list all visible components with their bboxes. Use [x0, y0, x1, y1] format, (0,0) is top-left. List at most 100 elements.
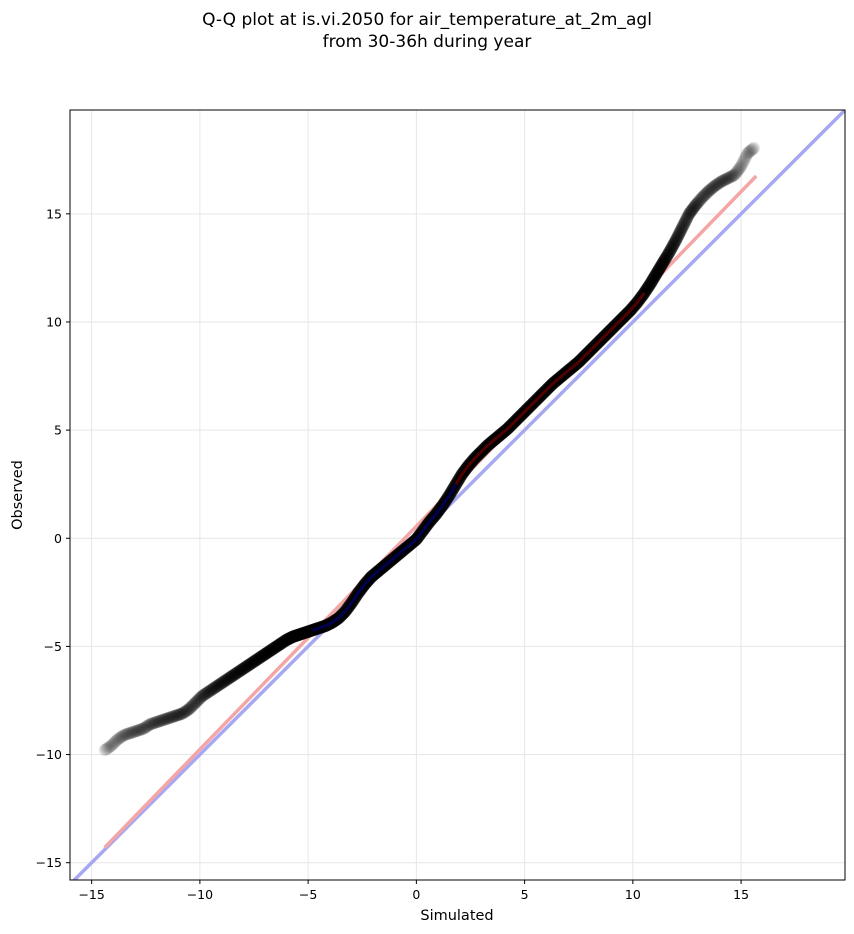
quantile-trace [553, 380, 557, 384]
quantile-trace [627, 310, 631, 314]
quantile-trace [405, 545, 409, 549]
quantile-trace [363, 583, 367, 586]
quantile-point [204, 683, 218, 697]
quantile-point [154, 714, 168, 727]
quantile-point [125, 726, 139, 739]
quantile-point [197, 688, 211, 702]
y-tick-label: −15 [36, 855, 62, 870]
quantile-trace [514, 418, 518, 422]
quantile-point [732, 162, 746, 176]
quantile-trace [499, 432, 503, 436]
quantile-trace [373, 572, 376, 576]
quantile-trace [410, 541, 413, 545]
quantile-point [232, 665, 245, 679]
quantile-trace [383, 564, 387, 567]
quantile-trace [402, 548, 405, 552]
quantile-point [729, 167, 742, 181]
quantile-trace [432, 515, 436, 519]
quantile-trace [486, 444, 489, 447]
quantile-point [147, 716, 160, 730]
quantile-point [662, 246, 676, 259]
quantile-point [156, 713, 170, 727]
quantile-trace [499, 433, 502, 437]
quantile-trace [414, 538, 418, 542]
quantile-trace [399, 550, 403, 554]
quantile-point [666, 239, 680, 252]
quantile-point [660, 249, 674, 263]
quantile-trace [618, 319, 622, 323]
quantile-point [269, 640, 283, 654]
quantile-point [740, 149, 753, 163]
quantile-trace [602, 335, 606, 339]
quantile-trace [350, 600, 354, 604]
quantile-trace [420, 530, 424, 534]
quantile-point [128, 725, 141, 738]
quantile-point [116, 729, 130, 743]
quantile-point [699, 188, 712, 201]
quantile-point [191, 693, 205, 707]
quantile-point [235, 663, 248, 676]
quantile-trace [529, 403, 533, 407]
quantile-trace [487, 443, 491, 446]
quantile-point [741, 147, 754, 160]
quantile-point [670, 232, 683, 245]
quantile-point [657, 255, 671, 268]
quantile-trace [381, 565, 385, 569]
quantile-trace [430, 518, 434, 521]
quantile-trace [515, 417, 519, 421]
quantile-trace [540, 392, 544, 396]
quantile-trace [385, 562, 389, 566]
quantile-trace [565, 370, 568, 374]
quantile-point [714, 176, 727, 189]
quantile-point [693, 193, 707, 207]
quantile-point [127, 725, 140, 739]
quantile-point [196, 689, 209, 702]
quantile-point [102, 741, 115, 754]
quantile-point [270, 640, 283, 653]
quantile-trace [369, 576, 373, 579]
quantile-trace [456, 479, 460, 482]
quantile-trace [590, 347, 593, 351]
quantile-point [701, 185, 715, 198]
quantile-trace [390, 558, 393, 562]
quantile-point [254, 651, 267, 664]
quantile-point [724, 170, 737, 184]
quantile-point [280, 633, 294, 646]
quantile-trace [580, 357, 584, 361]
quantile-point [262, 645, 275, 659]
quantile-point [247, 655, 261, 668]
quantile-point [646, 273, 659, 286]
quantile-trace [515, 418, 519, 422]
quantile-point [649, 268, 663, 281]
quantile-point [167, 710, 181, 723]
quantile-trace [405, 546, 408, 550]
quantile-trace [539, 394, 543, 397]
quantile-point [695, 192, 708, 205]
quantile-trace [541, 391, 545, 395]
quantile-point [98, 744, 111, 757]
quantile-trace [416, 535, 420, 539]
quantile-trace [338, 615, 342, 619]
quantile-point [735, 158, 748, 172]
quantile-point [662, 247, 675, 261]
quantile-point [121, 727, 135, 740]
quantile-point [286, 630, 300, 643]
quantile-point [282, 632, 296, 645]
quantile-trace [599, 338, 602, 342]
quantile-trace [454, 482, 458, 485]
quantile-point [672, 228, 685, 241]
quantile-trace [600, 337, 604, 341]
quantile-trace [454, 483, 458, 487]
quantile-point [654, 260, 667, 274]
quantile-point [716, 174, 729, 188]
quantile-point [217, 675, 230, 689]
quantile-point [738, 152, 752, 165]
quantile-trace [468, 462, 472, 466]
quantile-trace [625, 312, 629, 316]
quantile-point [212, 678, 226, 692]
quantile-trace [488, 441, 492, 445]
quantile-trace [472, 458, 476, 461]
quantile-trace [525, 408, 528, 412]
quantile-trace [484, 446, 487, 449]
quantile-point [149, 716, 162, 729]
